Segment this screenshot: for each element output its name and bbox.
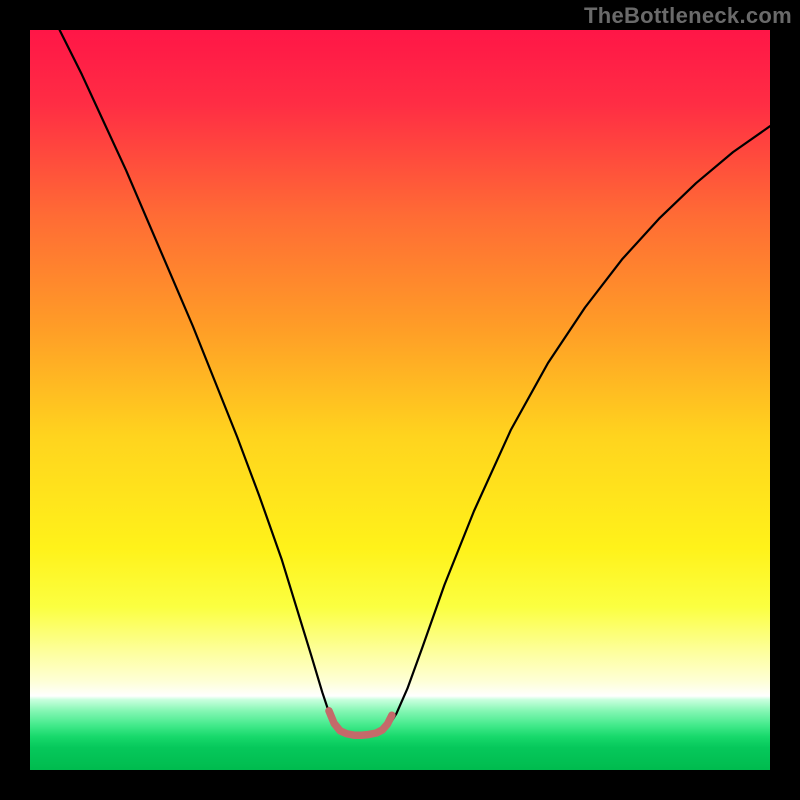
gradient-background [30, 30, 770, 770]
bottleneck-plot [30, 30, 770, 770]
watermark-text: TheBottleneck.com [584, 3, 792, 29]
chart-frame: TheBottleneck.com [0, 0, 800, 800]
